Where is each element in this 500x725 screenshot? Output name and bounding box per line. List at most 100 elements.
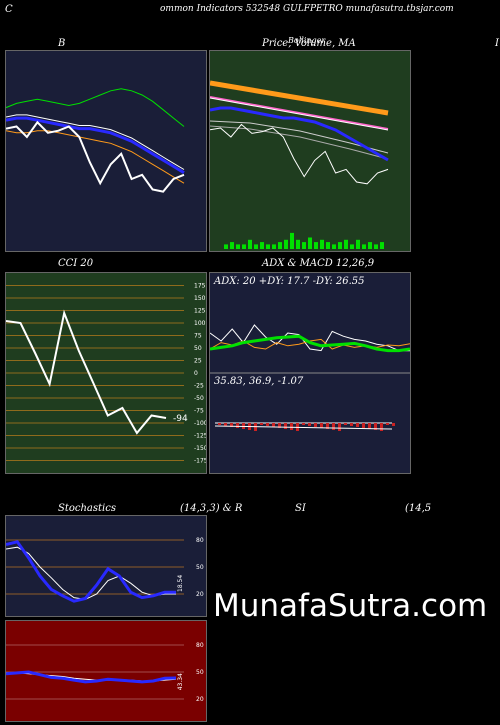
volume-bar	[272, 244, 276, 249]
stoch-params-label: (14,3,3) & R	[180, 503, 243, 514]
volume-bar	[308, 237, 312, 249]
macd-hist-bar	[350, 423, 353, 426]
macd-hist-bar	[218, 423, 221, 425]
rsi-tick-label: 20	[196, 696, 204, 703]
macd-hist-bar	[272, 423, 275, 427]
bb-plot	[6, 88, 185, 193]
cci-tick-label: 150	[194, 295, 206, 302]
volume-bar	[380, 242, 384, 249]
cci-tick-label: -150	[194, 445, 206, 452]
macd-hist-bar	[374, 423, 377, 430]
volume-bar	[248, 239, 252, 249]
rsi-line	[6, 670, 177, 684]
stoch-tick-label: 80	[196, 537, 204, 544]
volume-bar	[296, 239, 300, 249]
macd-hist-bar	[284, 423, 287, 429]
cci-value-label: -94	[173, 414, 188, 424]
volume-bar	[338, 242, 342, 249]
macd-line	[214, 425, 393, 430]
cci-tick-label: -125	[194, 433, 206, 440]
macd-hist-bar	[260, 423, 263, 425]
volume-bar	[368, 242, 372, 249]
adx-line	[210, 334, 410, 353]
price-ma-orange	[210, 80, 389, 116]
cci-tick-label: 125	[194, 308, 206, 315]
cci-tick-label: -175	[194, 458, 206, 465]
macd-hist-bar	[224, 423, 227, 426]
stoch-tick-label: 50	[196, 564, 204, 571]
cci-tick-label: -75	[194, 408, 204, 415]
rsi-tick-label: 50	[196, 669, 204, 676]
stoch-plot: 80 50 20 18.54	[6, 537, 204, 603]
volume-bar	[290, 232, 294, 249]
macd-hist-bar	[290, 423, 293, 430]
volume-bar	[320, 239, 324, 249]
stoch-panel-label: Stochastics	[58, 503, 116, 514]
bb-panel-label: B	[58, 38, 66, 49]
price-band-mid	[210, 125, 389, 160]
rsi-params-label: (14,5	[405, 503, 432, 514]
cci-tick-label: -25	[194, 383, 204, 390]
adx-panel-label: ADX & MACD 12,26,9	[262, 258, 375, 269]
cci-tick-label: 175	[194, 283, 206, 290]
rsi-tick-label: 80	[196, 642, 204, 649]
corner-label-left: C	[5, 4, 13, 15]
cci-tick-label: 50	[194, 345, 202, 352]
stoch-panel: 80 50 20 18.54	[5, 515, 207, 617]
stoch-d-line	[6, 546, 176, 600]
macd-hist-bar	[362, 423, 365, 428]
volume-bar	[350, 244, 354, 249]
macd-hist-bar	[386, 423, 389, 425]
macd-hist-bar	[326, 423, 329, 429]
watermark: MunafaSutra.com	[213, 588, 488, 624]
cci-tick-label: 100	[194, 320, 206, 327]
macd-hist-bar	[338, 423, 341, 431]
cci-panel: 175 150 125 100 75 50 25 0 -25 -50 -75 -100 -125 -150…	[5, 272, 207, 474]
cci-line	[6, 309, 167, 435]
volume-bar	[224, 244, 228, 249]
volume-bar	[230, 242, 234, 249]
volume-bar	[254, 244, 258, 249]
adx-readout: ADX: 20 +DY: 17.7 -DY: 26.55	[214, 276, 365, 287]
price-close-line	[210, 123, 389, 185]
stoch-value-label: 18.54	[177, 575, 184, 592]
macd-hist-bar	[392, 423, 395, 426]
macd-hist-bar	[314, 423, 317, 427]
price-ma-pink	[210, 96, 389, 130]
price-ma-white	[210, 97, 389, 131]
stoch-tick-label: 20	[196, 591, 204, 598]
bb-middle-highlight	[6, 114, 185, 170]
macd-hist-bar	[380, 423, 383, 431]
macd-hist-bar	[266, 423, 269, 426]
volume-bar	[236, 244, 240, 249]
cci-tick-label: -50	[194, 395, 204, 402]
bb-middle-line	[6, 116, 185, 174]
volume-bar	[284, 239, 288, 249]
volume-bar	[344, 239, 348, 249]
volume-bar	[278, 242, 282, 249]
price-panel-label: Price, Volume, MA	[262, 38, 356, 49]
page-title: ommon Indicators 532548 GULFPETRO munafa…	[160, 4, 454, 14]
rsi-plot: 80 50 20 43.34	[6, 642, 204, 703]
volume-bar	[326, 242, 330, 249]
volume-bar	[374, 244, 378, 249]
cci-panel-label: CCI 20	[58, 258, 94, 269]
price-plot	[210, 80, 389, 249]
macd-hist-bar	[344, 423, 347, 425]
volume-bar	[356, 239, 360, 249]
rsi-label: SI	[295, 503, 306, 514]
volume-bar	[302, 242, 306, 249]
bb-lower-line	[6, 130, 185, 184]
macd-hist-bar	[356, 423, 359, 427]
stoch-k-line	[6, 540, 176, 603]
volume-bar	[242, 244, 246, 249]
cci-tick-label: 75	[194, 333, 202, 340]
cci-tick-label: 25	[194, 358, 202, 365]
macd-hist-bar	[230, 423, 233, 427]
corner-label-right: I	[495, 38, 499, 49]
rsi-value-label: 43.34	[177, 673, 184, 690]
bb-upper-line	[6, 88, 185, 127]
